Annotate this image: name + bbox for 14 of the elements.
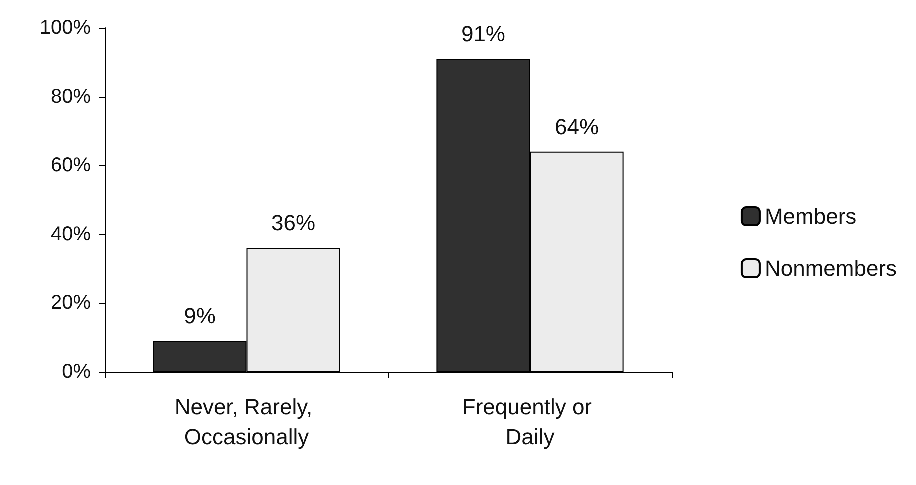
data-label: 36% (272, 210, 316, 236)
x-tick-label: Frequently or Daily (462, 394, 598, 450)
y-tick-label: 60% (50, 154, 92, 177)
y-tick-label: 40% (50, 223, 92, 246)
x-tick-label: Never, Rarely, Occasionally (174, 394, 319, 450)
legend-label: Members (764, 204, 857, 229)
legend-label: Nonmembers (764, 256, 898, 281)
y-tick-label: 20% (50, 292, 92, 314)
y-tick-label: 80% (50, 86, 92, 108)
y-tick-label: 0% (62, 361, 92, 383)
data-label: 9% (184, 304, 216, 329)
y-tick-label: 100% (40, 17, 92, 39)
data-label: 64% (555, 114, 600, 140)
data-label: 91% (461, 21, 506, 46)
